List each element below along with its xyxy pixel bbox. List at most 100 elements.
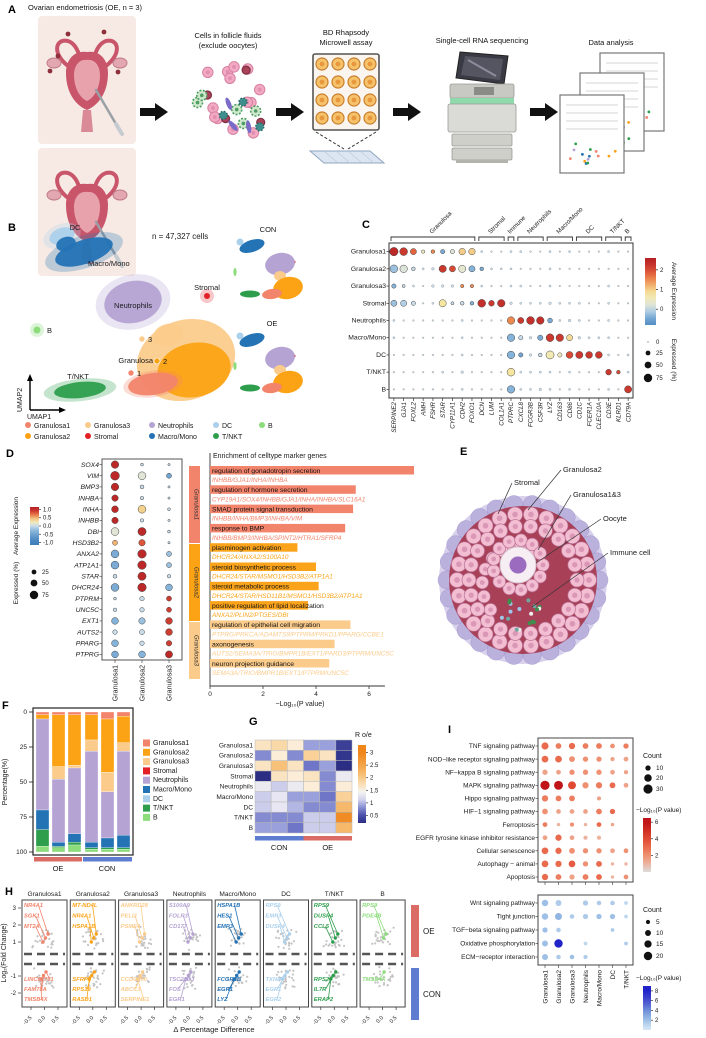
svg-text:Stromal: Stromal — [363, 300, 387, 307]
svg-text:OE: OE — [267, 319, 278, 328]
svg-text:Δ Percentage Difference: Δ Percentage Difference — [173, 1025, 254, 1034]
svg-text:2: 2 — [163, 357, 167, 366]
svg-text:Neutrophils: Neutrophils — [526, 208, 553, 235]
svg-text:-0.5: -0.5 — [312, 1015, 323, 1026]
svg-text:1.0: 1.0 — [43, 507, 52, 513]
svg-text:Granulosa2: Granulosa2 — [193, 567, 199, 599]
svg-text:TMSB4X: TMSB4X — [362, 977, 387, 983]
svg-text:TGF−beta signaling pathway: TGF−beta signaling pathway — [452, 927, 536, 934]
svg-text:ECM−receptor interaction: ECM−receptor interaction — [461, 954, 535, 961]
svg-text:Count: Count — [643, 907, 662, 914]
svg-text:TMSB4X: TMSB4X — [24, 997, 49, 1003]
svg-text:CDH2: CDH2 — [459, 401, 466, 418]
svg-text:response to BMP: response to BMP — [212, 526, 265, 533]
svg-text:DHCR24/ANXA2/S100A10: DHCR24/ANXA2/S100A10 — [212, 554, 289, 561]
svg-text:FOS: FOS — [169, 987, 181, 993]
svg-text:CCL5: CCL5 — [314, 924, 330, 930]
svg-text:Granulosa3: Granulosa3 — [167, 665, 174, 701]
svg-text:Expressed (%): Expressed (%) — [13, 562, 20, 605]
svg-text:Stromal: Stromal — [153, 768, 178, 775]
svg-text:Macro/Mono: Macro/Mono — [216, 794, 253, 801]
svg-text:1: 1 — [137, 369, 141, 378]
svg-text:RPS9: RPS9 — [266, 903, 282, 909]
svg-text:BMP3: BMP3 — [80, 484, 99, 491]
svg-text:Granulosa3: Granulosa3 — [94, 423, 130, 430]
svg-text:PTPRG/PRKCA/ADAMTS9/PTPRM/PRKD: PTPRG/PRKCA/ADAMTS9/PTPRM/PRKD1/PPARG/CC… — [212, 631, 384, 638]
svg-text:T/NKT: T/NKT — [153, 805, 174, 812]
svg-text:T/NKT: T/NKT — [234, 815, 253, 822]
svg-text:Stromal: Stromal — [514, 478, 540, 487]
svg-text:NF−kappa B signaling pathway: NF−kappa B signaling pathway — [445, 769, 536, 776]
svg-text:RPS9: RPS9 — [314, 903, 330, 909]
svg-text:1: 1 — [370, 801, 374, 807]
svg-text:FSHR: FSHR — [430, 401, 437, 418]
svg-text:Autophagy − animal: Autophagy − animal — [477, 861, 535, 868]
svg-text:UMAP2: UMAP2 — [17, 388, 24, 412]
svg-text:DC: DC — [610, 970, 617, 980]
svg-text:DUSP4: DUSP4 — [314, 914, 334, 920]
svg-text:regulation of gonadotropin sec: regulation of gonadotropin secretion — [212, 468, 321, 475]
svg-text:OE: OE — [423, 927, 435, 936]
svg-text:ANXA2: ANXA2 — [76, 551, 100, 558]
svg-text:0.5: 0.5 — [292, 1015, 302, 1025]
pathway-dotplots: TNF signaling pathway NOD−like receptor s… — [416, 737, 681, 1030]
svg-text:NR4A1: NR4A1 — [72, 914, 91, 920]
svg-text:B: B — [624, 228, 632, 236]
svg-text:EMP3: EMP3 — [266, 914, 283, 920]
svg-text:COL1A1: COL1A1 — [498, 402, 505, 426]
svg-text:Granulosa1: Granulosa1 — [351, 249, 386, 256]
svg-text:DHCR24/STAR/MSMO1/HSD3B2/ATP1A: DHCR24/STAR/MSMO1/HSD3B2/ATP1A1 — [212, 574, 333, 581]
svg-text:CSF3R: CSF3R — [537, 401, 544, 422]
svg-text:Granulosa2: Granulosa2 — [351, 266, 386, 273]
svg-text:ANKRD28: ANKRD28 — [120, 903, 149, 909]
oe-title: Ovarian endometriosis (OE, n = 3) — [28, 3, 143, 12]
svg-text:Macro/Mono: Macro/Mono — [153, 787, 192, 794]
celltype-percentage-stacked-bars: 0 25 50 75 100 Percentage(%) OE CON Granulosa1 Gr… — [2, 707, 192, 873]
step-bd-label-2: Microwell assay — [319, 38, 373, 47]
svg-text:CCDC200: CCDC200 — [121, 977, 148, 983]
svg-text:0.0: 0.0 — [182, 1015, 192, 1025]
svg-text:regulation of hormone secretio: regulation of hormone secretion — [212, 487, 308, 494]
svg-text:Log₂(Fold Change): Log₂(Fold Change) — [1, 923, 8, 982]
svg-text:5: 5 — [656, 919, 660, 926]
svg-text:Granulosa1: Granulosa1 — [193, 489, 199, 520]
svg-text:PELI2: PELI2 — [121, 914, 138, 920]
svg-text:CYP11A1: CYP11A1 — [450, 402, 457, 429]
sequencer-illustration — [447, 51, 517, 163]
svg-text:Granulosa2: Granulosa2 — [140, 665, 147, 701]
svg-text:HES1: HES1 — [217, 914, 232, 920]
svg-text:Neutrophils: Neutrophils — [158, 423, 194, 430]
svg-text:1: 1 — [13, 940, 17, 946]
svg-text:2: 2 — [655, 1018, 659, 1024]
granulosa-dotplot-and-go-bars: 1.0 0.5 0.0 -0.5 -1.0 Average Expression 25 50 7… — [13, 453, 415, 708]
svg-text:INHBB/BMP3/INHBA/SPINT2/HTRA1/: INHBB/BMP3/INHBA/SPINT2/HTRA1/SFRP4 — [212, 535, 342, 542]
svg-text:NOD−like receptor signaling pa: NOD−like receptor signaling pathway — [428, 756, 536, 763]
svg-text:FAM78A: FAM78A — [24, 987, 47, 993]
svg-text:SERPINE2: SERPINE2 — [391, 401, 398, 432]
svg-text:INHBB/INHA/BMP3/INHBA/VIM: INHBB/INHA/BMP3/INHBA/VIM — [212, 516, 303, 523]
svg-text:Immune cell: Immune cell — [610, 548, 651, 557]
svg-text:Granulosa3: Granulosa3 — [193, 635, 199, 667]
svg-text:IL7R: IL7R — [314, 987, 327, 993]
svg-text:Neutrophils: Neutrophils — [153, 777, 189, 784]
svg-text:CD1C: CD1C — [577, 401, 584, 418]
svg-text:S100A9: S100A9 — [169, 903, 191, 909]
svg-text:PPARG: PPARG — [76, 640, 99, 647]
svg-text:1.5: 1.5 — [370, 788, 379, 794]
svg-text:-0.5: -0.5 — [264, 1015, 275, 1026]
svg-text:DHCR24: DHCR24 — [72, 585, 99, 592]
panel-g-label: G — [249, 716, 258, 728]
svg-text:1: 1 — [660, 288, 664, 294]
svg-text:2: 2 — [261, 691, 265, 698]
svg-text:Apoptosis: Apoptosis — [506, 874, 535, 881]
svg-text:-1: -1 — [11, 974, 17, 980]
svg-text:CYP19A1/SOX4/INHBB/GJA1/INHA/I: CYP19A1/SOX4/INHBB/GJA1/INHA/INHBA/SLC16… — [212, 496, 366, 503]
svg-text:0.5: 0.5 — [341, 1015, 351, 1025]
svg-text:DBI: DBI — [88, 529, 99, 536]
svg-text:HSD3B2: HSD3B2 — [73, 540, 100, 547]
svg-text:MT2A: MT2A — [24, 924, 40, 930]
svg-text:0.5: 0.5 — [244, 1015, 254, 1025]
svg-text:Neutrophils: Neutrophils — [220, 784, 254, 791]
svg-text:0.0: 0.0 — [134, 1015, 144, 1025]
